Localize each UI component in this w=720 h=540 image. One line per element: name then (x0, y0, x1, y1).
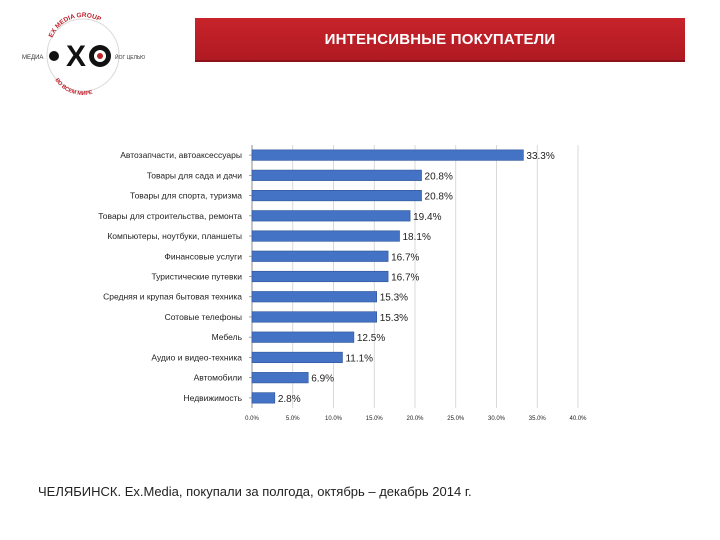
logo-tag-left: МЕДИА (22, 55, 43, 61)
category-label: Компьютеры, ноутбуки, планшеты (107, 231, 242, 241)
data-label: 6.9% (311, 374, 334, 385)
x-tick-label: 10.0% (325, 416, 343, 422)
category-label: Товары для спорта, туризма (130, 191, 242, 201)
category-label: Туристические путевки (151, 272, 242, 282)
bar (251, 149, 524, 161)
category-label: Товары для сада и дачи (147, 170, 243, 180)
data-label: 18.1% (403, 232, 431, 243)
bar (251, 230, 400, 242)
category-label: Товары для строительства, ремонта (98, 211, 242, 221)
x-tick-label: 0.0% (245, 416, 259, 422)
category-label: Сотовые телефоны (165, 312, 242, 322)
data-label: 16.7% (391, 252, 419, 263)
bar (251, 372, 309, 384)
data-label: 15.3% (380, 293, 408, 304)
bar (251, 311, 377, 323)
bar (251, 210, 411, 222)
x-tick-label: 25.0% (447, 416, 465, 422)
chart-bars (251, 149, 524, 404)
category-label: Автозапчасти, автоаксессуары (120, 150, 242, 160)
bar-chart: 0.0% 5.0% 10.0% 15.0% 20.0% 25.0% 30.0% 35.0% 40… (98, 145, 587, 422)
data-label: 2.8% (278, 394, 301, 405)
x-tick-label: 5.0% (286, 416, 300, 422)
bar (251, 169, 422, 181)
x-tick-label: 40.0% (569, 416, 587, 422)
bar (251, 291, 377, 303)
category-label: Средняя и крупая бытовая техника (103, 292, 242, 302)
logo-o-dot (97, 53, 103, 59)
category-label: Аудио и видео-техника (151, 352, 242, 362)
logo-x-letter: X (66, 40, 86, 73)
x-tick-label: 15.0% (366, 416, 384, 422)
data-label: 15.3% (380, 313, 408, 324)
data-label: 19.4% (413, 212, 441, 223)
page-title: ИНТЕНСИВНЫЕ ПОКУПАТЕЛИ (324, 30, 556, 48)
x-tick-label: 30.0% (488, 416, 506, 422)
logo-ring (46, 18, 120, 92)
chart-labels: 0.0% 5.0% 10.0% 15.0% 20.0% 25.0% 30.0% 35.0% 40… (98, 150, 587, 422)
bar (251, 351, 343, 363)
logo-tag-right: ЙОГ ЦЕЛЬЮ (115, 53, 145, 61)
data-label: 20.8% (425, 192, 453, 203)
logo-left-dot (49, 51, 59, 61)
data-label: 12.5% (357, 333, 385, 344)
category-label: Мебель (212, 332, 243, 342)
bar (251, 392, 276, 404)
footer-note: ЧЕЛЯБИНСК. Ex.Media, покупали за полгода… (38, 484, 472, 499)
bar (251, 250, 389, 262)
data-label: 11.1% (345, 353, 373, 364)
x-tick-label: 20.0% (406, 416, 424, 422)
bar (251, 331, 355, 343)
category-label: Недвижимость (184, 393, 243, 403)
category-label: Финансовые услуги (164, 251, 242, 261)
data-label: 16.7% (391, 273, 419, 284)
bar (251, 190, 422, 202)
x-tick-label: 35.0% (529, 416, 547, 422)
category-label: Автомобили (194, 373, 243, 383)
bar (251, 270, 389, 283)
data-label: 20.8% (425, 171, 453, 182)
data-label: 33.3% (526, 151, 554, 162)
ex-media-logo: EX MEDIA GROUP ВО ВСЕМ МИРЕ X МЕДИА ЙОГ … (22, 12, 145, 97)
header-banner: ИНТЕНСИВНЫЕ ПОКУПАТЕЛИ (195, 18, 685, 62)
